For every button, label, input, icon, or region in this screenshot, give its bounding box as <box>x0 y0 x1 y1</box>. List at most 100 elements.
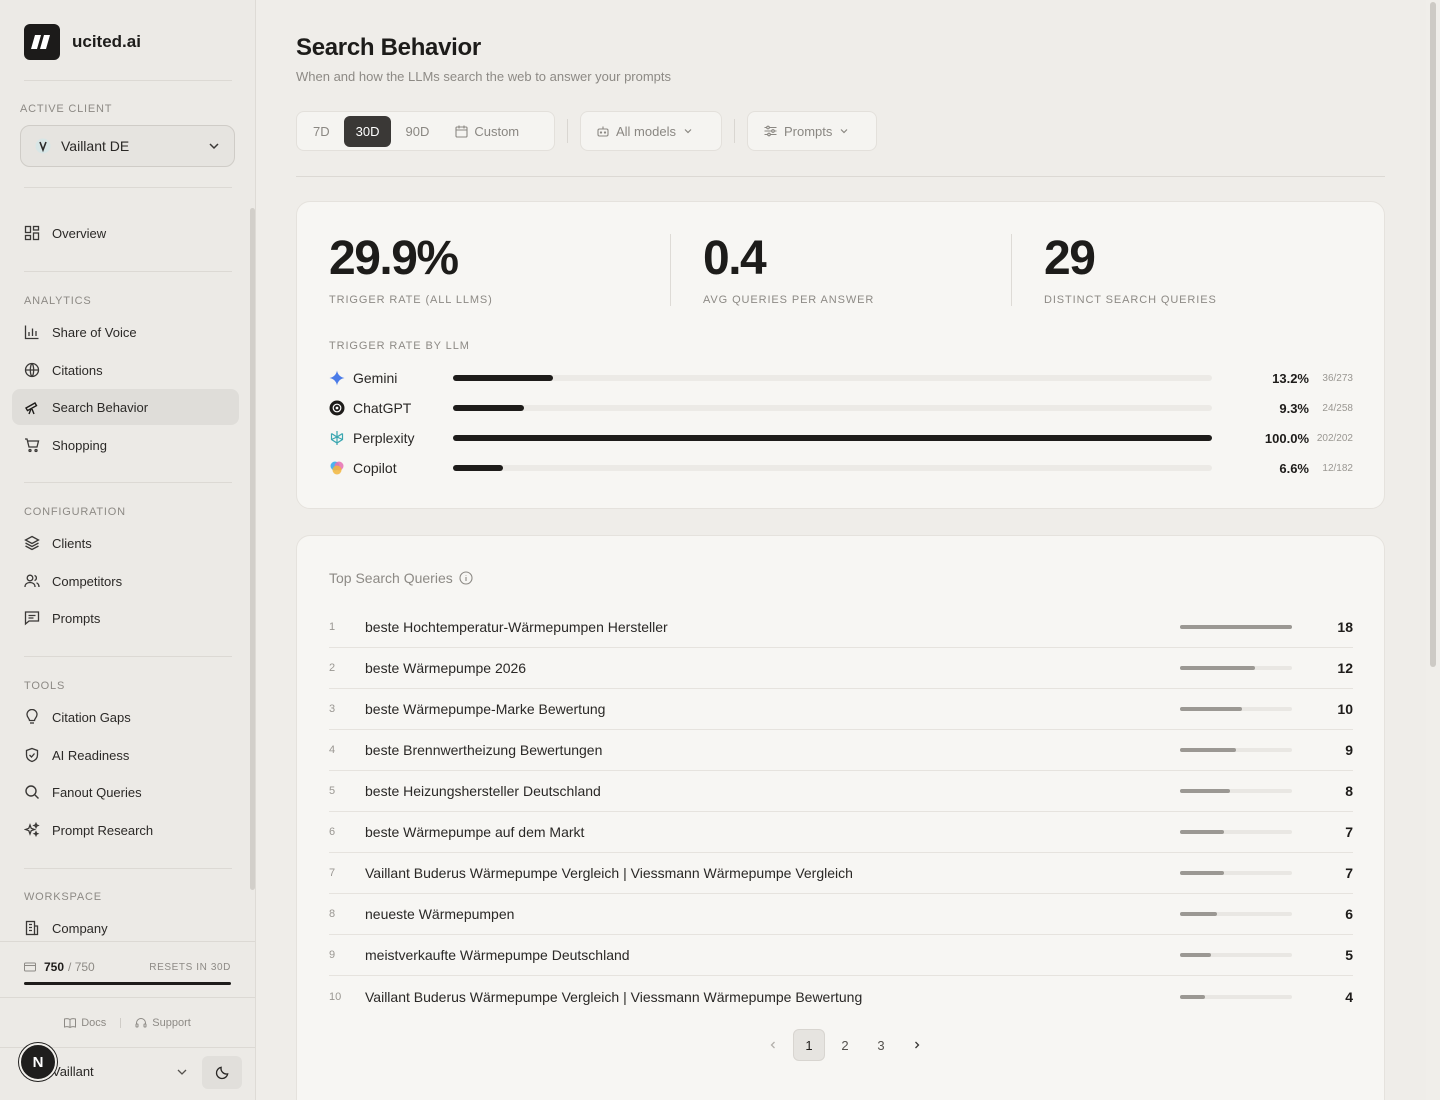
prev-page-button[interactable] <box>757 1029 789 1061</box>
query-bar-fill <box>1180 666 1255 670</box>
llm-rate-fill <box>453 435 1212 441</box>
llm-rate-percent: 100.0% <box>1264 430 1309 446</box>
query-row[interactable]: 5 beste Heizungshersteller Deutschland 8 <box>329 771 1353 812</box>
page-button-3[interactable]: 3 <box>877 1037 885 1053</box>
llm-rate-bar <box>453 435 1212 441</box>
prompts-filter[interactable]: Prompts <box>747 111 877 151</box>
theme-toggle-button[interactable] <box>202 1056 242 1089</box>
credits-panel: 750 / 750 RESETS IN 30D <box>0 941 255 997</box>
nav-label: Citations <box>52 362 103 378</box>
query-row[interactable]: 7 Vaillant Buderus Wärmepumpe Vergleich |… <box>329 853 1353 894</box>
llm-name: Copilot <box>353 460 397 476</box>
book-icon <box>64 1017 77 1028</box>
divider <box>24 187 232 188</box>
chevron-down-icon <box>209 143 219 150</box>
nav-clients[interactable]: Clients <box>12 525 239 561</box>
sidebar-scrollbar[interactable] <box>250 208 255 890</box>
range-custom[interactable]: Custom <box>443 116 531 147</box>
query-row[interactable]: 8 neueste Wärmepumpen 6 <box>329 894 1353 935</box>
llm-rate-fill <box>453 375 554 381</box>
llm-rate-bar <box>453 465 1212 471</box>
divider <box>296 176 1385 177</box>
shield-check-icon <box>25 747 39 763</box>
query-bar <box>1180 912 1292 916</box>
query-row[interactable]: 3 beste Wärmepumpe-Marke Bewertung 10 <box>329 689 1353 730</box>
page-button-2[interactable]: 2 <box>841 1037 849 1053</box>
range-7d[interactable]: 7D <box>313 123 330 139</box>
nav-prompt-research[interactable]: Prompt Research <box>12 812 239 848</box>
credits-used: 750 <box>44 960 65 974</box>
nav-shopping[interactable]: Shopping <box>12 427 239 463</box>
sliders-icon <box>764 125 777 137</box>
page-button-1[interactable]: 1 <box>793 1029 825 1061</box>
query-count: 7 <box>1345 824 1353 840</box>
nav-fanout-queries[interactable]: Fanout Queries <box>12 774 239 810</box>
models-filter[interactable]: All models <box>580 111 722 151</box>
support-link[interactable]: Support <box>135 1017 191 1029</box>
nav-citations[interactable]: Citations <box>12 352 239 388</box>
stat-label: AVG QUERIES PER ANSWER <box>703 294 875 306</box>
gemini-icon <box>329 370 345 386</box>
nav-share-of-voice[interactable]: Share of Voice <box>12 314 239 350</box>
query-text: Vaillant Buderus Wärmepumpe Vergleich | … <box>365 865 853 881</box>
query-count: 8 <box>1345 783 1353 799</box>
support-label: Support <box>152 1016 191 1029</box>
nav-company[interactable]: Company <box>12 910 239 946</box>
headset-icon <box>135 1017 147 1027</box>
nav-citation-gaps[interactable]: Citation Gaps <box>12 699 239 735</box>
llm-row-copilot: Copilot 6.6% 12/182 <box>329 458 1353 478</box>
query-row[interactable]: 1 beste Hochtemperatur-Wärmepumpen Herste… <box>329 607 1353 648</box>
query-count: 6 <box>1345 906 1353 922</box>
llm-section-title: TRIGGER RATE BY LLM <box>329 340 470 352</box>
query-row[interactable]: 2 beste Wärmepumpe 2026 12 <box>329 648 1353 689</box>
llm-name: ChatGPT <box>353 400 412 416</box>
llm-row-perplexity: Perplexity 100.0% 202/202 <box>329 428 1353 448</box>
nav-label: Clients <box>52 535 92 551</box>
query-row[interactable]: 9 meistverkaufte Wärmepumpe Deutschland 5 <box>329 935 1353 976</box>
top-queries-title-text: Top Search Queries <box>329 570 453 586</box>
llm-row-chatgpt: ChatGPT 9.3% 24/258 <box>329 398 1353 418</box>
user-menu[interactable]: Vaillant <box>0 1047 255 1100</box>
next-page-button[interactable] <box>901 1029 933 1061</box>
sparkles-icon <box>24 822 40 838</box>
stat-label: TRIGGER RATE (ALL LLMS) <box>329 294 493 306</box>
calendar-icon <box>455 125 468 138</box>
query-row[interactable]: 4 beste Brennwertheizung Bewertungen 9 <box>329 730 1353 771</box>
grid-icon <box>24 225 40 241</box>
search-icon <box>25 785 39 799</box>
brand[interactable]: ucited.ai <box>24 24 141 60</box>
query-bar <box>1180 666 1292 670</box>
range-90d[interactable]: 90D <box>405 123 430 139</box>
query-text: Vaillant Buderus Wärmepumpe Vergleich | … <box>365 988 863 1005</box>
query-count: 9 <box>1345 742 1353 758</box>
top-queries-title: Top Search Queries <box>329 570 473 586</box>
nav-overview[interactable]: Overview <box>12 215 239 251</box>
logo-icon <box>24 24 60 60</box>
nav-competitors[interactable]: Competitors <box>12 563 239 599</box>
nav-search-behavior[interactable]: Search Behavior <box>12 389 239 425</box>
page-scrollbar-thumb[interactable] <box>1430 2 1436 667</box>
query-text: beste Brennwertheizung Bewertungen <box>365 742 603 758</box>
llm-rate-percent: 9.3% <box>1279 400 1309 416</box>
divider <box>24 656 232 657</box>
client-select[interactable]: Vaillant DE <box>20 125 235 167</box>
configuration-label: CONFIGURATION <box>24 506 126 518</box>
range-30d[interactable]: 30D <box>343 115 392 147</box>
main-content: Search Behavior When and how the LLMs se… <box>256 0 1426 1100</box>
chevron-down-icon <box>840 129 848 134</box>
telescope-icon <box>25 402 38 415</box>
nav-ai-readiness[interactable]: AI Readiness <box>12 737 239 773</box>
query-text: beste Wärmepumpe-Marke Bewertung <box>365 701 606 717</box>
nav-prompts[interactable]: Prompts <box>12 600 239 636</box>
query-row[interactable]: 10 Vaillant Buderus Wärmepumpe Vergleich … <box>329 976 1353 1017</box>
client-logo-icon <box>35 138 51 154</box>
docs-link[interactable]: Docs <box>64 1017 106 1029</box>
top-queries-card: Top Search Queries 1 beste Hochtemperatur… <box>296 535 1385 1100</box>
query-row[interactable]: 6 beste Wärmepumpe auf dem Markt 7 <box>329 812 1353 853</box>
avatar[interactable]: N <box>19 1043 57 1081</box>
query-count: 5 <box>1345 947 1353 963</box>
info-icon[interactable] <box>459 571 473 585</box>
query-text: meistverkaufte Wärmepumpe Deutschland <box>365 947 630 963</box>
building-icon <box>25 920 39 936</box>
page-scrollbar[interactable] <box>1426 0 1440 1100</box>
